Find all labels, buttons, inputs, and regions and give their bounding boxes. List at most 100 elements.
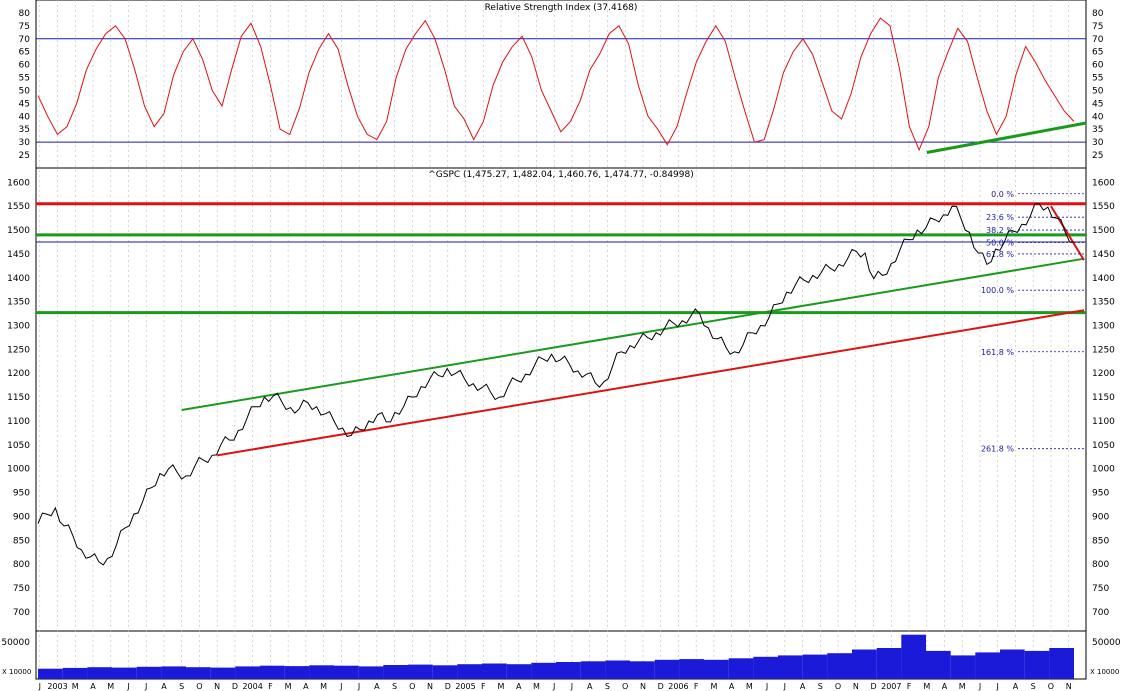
volume-bar xyxy=(827,653,852,679)
price-tick-right: 1050 xyxy=(1092,441,1115,451)
vertical-gridlines xyxy=(39,0,1069,679)
x-tick-label: N xyxy=(640,682,646,691)
x-tick-label: D xyxy=(232,682,238,691)
x-tick-label: J xyxy=(357,682,360,691)
volume-bar xyxy=(950,655,976,679)
rsi-tick-left: 70 xyxy=(19,35,31,45)
rsi-tick-left: 50 xyxy=(19,86,31,96)
price-tick-left: 1550 xyxy=(7,202,30,212)
x-tick-label: M xyxy=(285,682,292,691)
volume-bar xyxy=(679,659,704,679)
price-tick-left: 1000 xyxy=(7,465,30,475)
price-tick-left: 1500 xyxy=(7,226,30,236)
volume-bar xyxy=(580,661,606,679)
price-tick-right: 1200 xyxy=(1092,369,1115,379)
x-tick-label: A xyxy=(516,682,522,691)
x-tick-label: D xyxy=(658,682,664,691)
volume-bar xyxy=(753,656,778,679)
x-tick-label: J xyxy=(570,682,573,691)
price-y-ticks: 700 700 750 750 800 800 850 850 900 900 950 950 1000… xyxy=(7,178,1115,618)
rsi-title: Relative Strength Index (37.4168) xyxy=(485,3,638,13)
x-tick-label: J xyxy=(783,682,786,691)
volume-bar xyxy=(235,666,260,679)
x-tick-label: A xyxy=(587,682,593,691)
volume-bar xyxy=(38,668,63,679)
volume-bar xyxy=(1024,650,1050,679)
x-tick-label: S xyxy=(1031,682,1036,691)
volume-bar xyxy=(186,667,211,679)
x-tick-label: J xyxy=(339,682,342,691)
x-tick-label: J xyxy=(126,682,129,691)
x-tick-label: F xyxy=(694,682,699,691)
x-tick-label: J xyxy=(552,682,555,691)
x-tick-label: F xyxy=(907,682,912,691)
price-tick-left: 1200 xyxy=(7,369,30,379)
price-tick-left: 950 xyxy=(13,489,30,499)
rsi-tick-right: 75 xyxy=(1092,22,1103,32)
x-tick-label: A xyxy=(161,682,167,691)
fib-label: 100.0 % xyxy=(981,286,1014,295)
price-tick-left: 900 xyxy=(13,512,30,522)
volume-bar xyxy=(457,664,482,679)
rsi-tick-left: 25 xyxy=(19,151,30,161)
x-axis-labels: J 2003 M A M J J A S O N D 2004 F M A M J J A S O N D 2005 F M A M J J… xyxy=(38,682,1072,691)
volume-tick-right: 50000 xyxy=(1092,638,1121,648)
price-tick-left: 1150 xyxy=(7,393,30,403)
x-tick-label: M xyxy=(533,682,540,691)
volume-bar xyxy=(630,661,655,679)
price-tick-left: 1450 xyxy=(7,250,30,260)
volume-bar xyxy=(556,662,581,679)
x-tick-label: S xyxy=(818,682,823,691)
volume-tick-left: 50000 xyxy=(1,638,30,648)
volume-bar xyxy=(358,666,384,679)
price-tick-left: 1250 xyxy=(7,345,30,355)
rsi-reference-lines xyxy=(36,38,1086,143)
x-tick-label: M xyxy=(498,682,505,691)
fib-label: 50.0 % xyxy=(986,238,1014,247)
volume-bar xyxy=(112,667,137,679)
rsi-tick-right: 45 xyxy=(1092,99,1103,109)
price-tick-right: 1000 xyxy=(1092,465,1115,475)
x-tick-label: A xyxy=(942,682,948,691)
volume-bar xyxy=(62,667,88,679)
price-tick-left: 700 xyxy=(13,608,30,618)
rsi-tick-left: 45 xyxy=(19,99,30,109)
price-tick-left: 1400 xyxy=(7,274,30,284)
price-tick-left: 1050 xyxy=(7,441,30,451)
x-tick-label: M xyxy=(710,682,717,691)
volume-bar xyxy=(260,665,285,679)
x-tick-label: M xyxy=(923,682,930,691)
price-tick-right: 1300 xyxy=(1092,322,1115,332)
rsi-tick-right: 25 xyxy=(1092,151,1103,161)
x-tick-label: F xyxy=(268,682,273,691)
rsi-tick-left: 65 xyxy=(19,48,30,58)
price-tick-right: 1600 xyxy=(1092,178,1115,188)
volume-bar xyxy=(482,663,507,679)
volume-bar xyxy=(136,666,162,679)
volume-bar xyxy=(284,666,310,679)
price-tick-left: 1100 xyxy=(7,417,30,427)
rsi-tick-left: 80 xyxy=(19,9,31,19)
x-tick-label: J xyxy=(765,682,768,691)
price-tick-right: 1350 xyxy=(1092,298,1115,308)
x-tick-label: 2003 xyxy=(47,682,67,691)
volume-bar xyxy=(1049,648,1074,679)
volume-bar xyxy=(728,658,754,679)
price-tick-right: 700 xyxy=(1092,608,1109,618)
fib-label: 161.8 % xyxy=(981,348,1014,357)
x-tick-label: F xyxy=(481,682,486,691)
rsi-tick-left: 55 xyxy=(19,74,30,84)
price-tick-right: 1150 xyxy=(1092,393,1115,403)
x-tick-label: A xyxy=(303,682,309,691)
volume-bar xyxy=(210,667,236,679)
volume-bar xyxy=(778,655,803,679)
x-tick-label: D xyxy=(445,682,451,691)
price-series-line xyxy=(37,203,1074,566)
x-tick-label: J xyxy=(144,682,147,691)
x-tick-label: O xyxy=(196,682,202,691)
volume-bar xyxy=(605,660,630,679)
rsi-tick-right: 50 xyxy=(1092,86,1104,96)
x-tick-label: S xyxy=(392,682,397,691)
fib-label: 61.8 % xyxy=(986,250,1014,259)
x-tick-label: O xyxy=(1048,682,1054,691)
